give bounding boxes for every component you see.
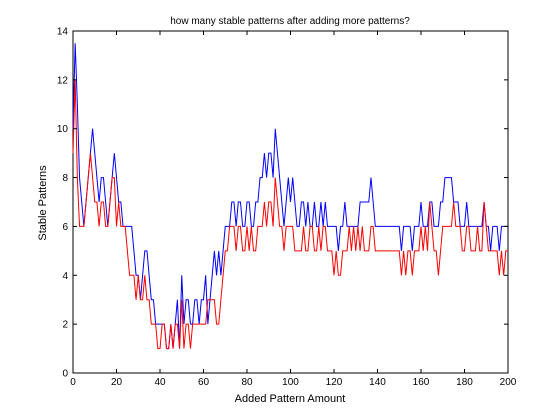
y-axis-label: Stable Patterns [37, 165, 49, 241]
y-tick-label: 0 [62, 369, 68, 380]
x-tick-label: 160 [413, 377, 430, 388]
y-tick-label: 8 [62, 173, 68, 184]
x-tick-label: 200 [500, 377, 517, 388]
plot-area: 0 20 40 60 80 100 120 140 160 180 200 0 2 4 6 8 10 12 14 [57, 27, 517, 389]
y-tick-label: 12 [57, 75, 69, 86]
series-line-1 [73, 43, 508, 348]
x-tick-label: 120 [326, 377, 343, 388]
x-tick-label: 180 [456, 377, 473, 388]
x-tick-label: 60 [198, 377, 210, 388]
x-axis: 0 20 40 60 80 100 120 140 160 180 200 [70, 31, 517, 388]
x-tick-label: 80 [241, 377, 253, 388]
series-layer [73, 43, 508, 348]
y-tick-label: 10 [57, 124, 69, 135]
chart-title: how many stable patterns after adding mo… [170, 16, 410, 27]
x-tick-label: 40 [154, 377, 166, 388]
y-tick-label: 2 [62, 320, 68, 331]
x-tick-label: 100 [282, 377, 299, 388]
y-tick-label: 4 [62, 271, 68, 282]
x-tick-label: 0 [70, 377, 76, 388]
x-tick-label: 20 [111, 377, 123, 388]
x-axis-label: Added Pattern Amount [235, 393, 346, 405]
y-tick-label: 6 [62, 222, 68, 233]
y-tick-label: 14 [57, 27, 69, 38]
series-line-2 [73, 80, 508, 349]
x-tick-label: 140 [369, 377, 386, 388]
